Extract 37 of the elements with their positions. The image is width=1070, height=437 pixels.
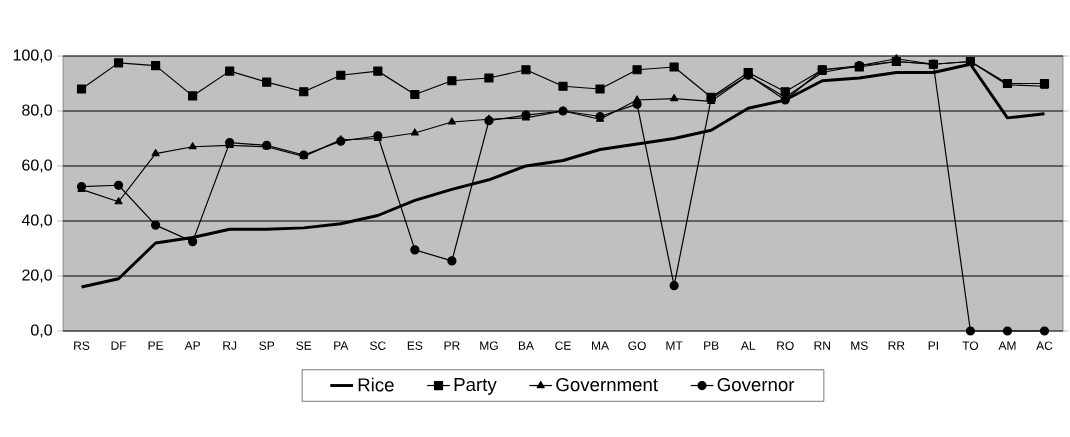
y-tick-label: 80,0 bbox=[22, 104, 52, 118]
x-tick-label: RN bbox=[814, 341, 830, 350]
x-tick-label: RS bbox=[74, 341, 90, 350]
x-tick-label: RO bbox=[777, 341, 794, 350]
x-tick-label: SP bbox=[259, 341, 275, 350]
x-tick-label: TO bbox=[962, 341, 979, 350]
y-tick-label: 20,0 bbox=[22, 269, 52, 283]
legend-label: Government bbox=[556, 378, 658, 392]
x-tick-label: PR bbox=[444, 341, 460, 350]
x-tick-label: AC bbox=[1036, 341, 1053, 350]
x-tick-label: CE bbox=[555, 341, 571, 350]
y-tick-label: 100,0 bbox=[13, 49, 52, 63]
y-tick-label: 60,0 bbox=[22, 159, 52, 173]
x-tick-label: PI bbox=[928, 341, 938, 350]
x-tick-label: AM bbox=[998, 341, 1016, 350]
x-tick-label: BA bbox=[518, 341, 534, 350]
x-tick-label: GO bbox=[628, 341, 646, 350]
legend-label: Governor bbox=[717, 378, 795, 392]
x-tick-label: PA bbox=[334, 341, 349, 350]
legend-label: Party bbox=[454, 378, 497, 395]
x-tick-label: RJ bbox=[223, 341, 237, 350]
x-tick-label: RR bbox=[888, 341, 905, 350]
x-tick-label: PE bbox=[148, 341, 164, 350]
y-tick-label: 0,0 bbox=[30, 324, 52, 338]
x-tick-label: MT bbox=[666, 341, 683, 350]
x-tick-label: AP bbox=[184, 341, 201, 350]
x-tick-label: ES bbox=[407, 341, 423, 350]
x-tick-label: DF bbox=[111, 341, 127, 350]
x-tick-label: MS bbox=[851, 341, 868, 350]
x-tick-label: MA bbox=[592, 341, 610, 350]
x-tick-label: MG bbox=[480, 341, 498, 350]
y-tick-label: 40,0 bbox=[21, 214, 52, 228]
x-tick-label: SC bbox=[370, 341, 386, 350]
x-tick-label: AL bbox=[740, 341, 756, 350]
x-tick-label: SE bbox=[296, 341, 312, 350]
x-tick-label: PB bbox=[704, 341, 719, 350]
legend-label: Rice bbox=[358, 377, 394, 392]
